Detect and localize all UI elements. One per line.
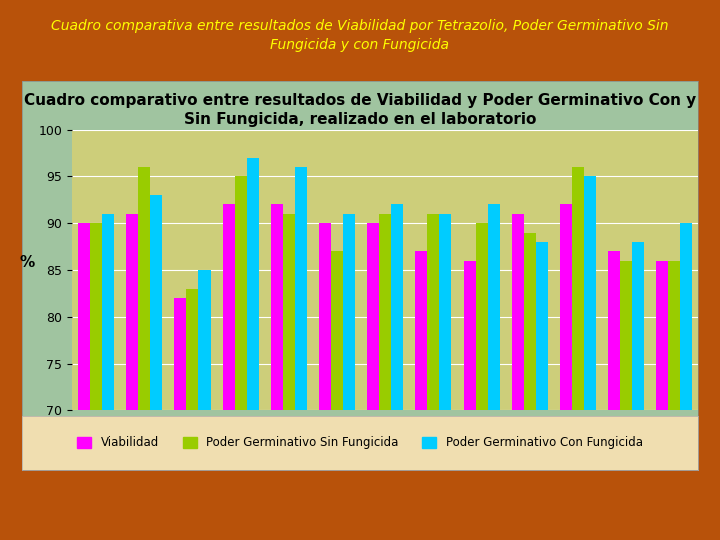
Bar bbox=[572, 167, 584, 540]
Bar bbox=[319, 223, 331, 540]
Bar bbox=[271, 205, 283, 540]
Bar bbox=[656, 261, 668, 540]
Bar bbox=[90, 223, 102, 540]
Y-axis label: %: % bbox=[19, 255, 35, 270]
Bar bbox=[283, 214, 295, 540]
Bar bbox=[222, 205, 235, 540]
Bar bbox=[680, 223, 693, 540]
Text: Cuadro comparativa entre resultados de Viabilidad por Tetrazolio, Poder Germinat: Cuadro comparativa entre resultados de V… bbox=[51, 19, 669, 52]
Bar bbox=[536, 242, 548, 540]
Bar bbox=[512, 214, 523, 540]
Bar bbox=[343, 214, 355, 540]
Bar bbox=[620, 261, 632, 540]
Bar bbox=[391, 205, 403, 540]
Bar bbox=[126, 214, 138, 540]
X-axis label: Muestras Analizadas: Muestras Analizadas bbox=[312, 434, 458, 447]
Bar bbox=[668, 261, 680, 540]
Bar bbox=[235, 177, 247, 540]
Bar bbox=[367, 223, 379, 540]
Bar bbox=[174, 298, 186, 540]
Bar bbox=[584, 177, 596, 540]
Bar bbox=[247, 158, 258, 540]
Bar bbox=[150, 195, 162, 540]
Bar bbox=[560, 205, 572, 540]
Bar bbox=[464, 261, 475, 540]
Bar bbox=[415, 251, 428, 540]
Bar bbox=[632, 242, 644, 540]
Text: Cuadro comparativo entre resultados de Viabilidad y Poder Germinativo Con y
Sin : Cuadro comparativo entre resultados de V… bbox=[24, 93, 696, 127]
Bar bbox=[186, 289, 199, 540]
Bar bbox=[608, 251, 620, 540]
Bar bbox=[102, 214, 114, 540]
Bar bbox=[331, 251, 343, 540]
Bar bbox=[295, 167, 307, 540]
Bar bbox=[439, 214, 451, 540]
Bar bbox=[138, 167, 150, 540]
Bar bbox=[199, 270, 210, 540]
Bar bbox=[487, 205, 500, 540]
Bar bbox=[78, 223, 90, 540]
Legend: Viabilidad, Poder Germinativo Sin Fungicida, Poder Germinativo Con Fungicida: Viabilidad, Poder Germinativo Sin Fungic… bbox=[73, 431, 647, 454]
Bar bbox=[428, 214, 439, 540]
Bar bbox=[475, 223, 487, 540]
Bar bbox=[379, 214, 391, 540]
Bar bbox=[523, 233, 536, 540]
